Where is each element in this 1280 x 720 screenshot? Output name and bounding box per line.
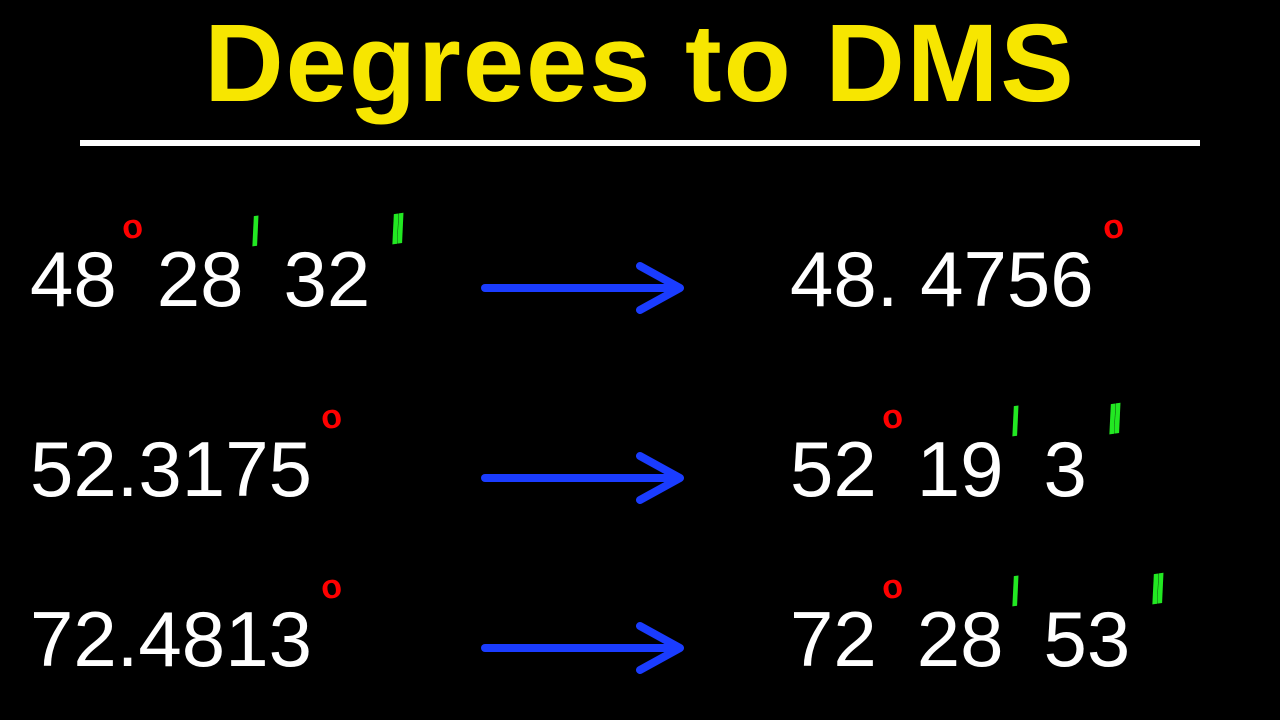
page-title: Degrees to DMS <box>0 0 1280 127</box>
degree-mark-icon: o <box>1101 209 1126 246</box>
degree-mark-icon: o <box>120 209 145 246</box>
number-value: 53 <box>1044 600 1131 678</box>
number-value: 72.4813 <box>30 600 312 678</box>
conversion-row: 72.4813o 72o28/53// <box>0 600 1280 720</box>
title-underline <box>80 140 1200 146</box>
right-value: 72o28/53// <box>790 600 1130 678</box>
second-mark-icon: // <box>1147 569 1163 610</box>
number-value: 3 <box>1044 430 1087 508</box>
degree-mark-icon: o <box>319 569 344 606</box>
conversion-row: 52.3175o 52o19/3// <box>0 430 1280 550</box>
degree-mark-icon: o <box>880 399 905 436</box>
left-value: 48o28/32// <box>30 240 370 318</box>
second-mark-icon: // <box>387 209 403 250</box>
degree-mark-icon: o <box>319 399 344 436</box>
arrow-icon <box>480 618 700 678</box>
number-value: 52.3175 <box>30 430 312 508</box>
number-value: 28 <box>917 600 1004 678</box>
number-value: 52 <box>790 430 877 508</box>
second-mark-icon: // <box>1104 399 1120 440</box>
left-value: 52.3175o <box>30 430 312 508</box>
conversion-row: 48o28/32// 48. 4756o <box>0 240 1280 360</box>
number-value: 32 <box>284 240 371 318</box>
minute-mark-icon: / <box>248 211 265 252</box>
minute-mark-icon: / <box>1008 571 1025 612</box>
number-value: 72 <box>790 600 877 678</box>
left-value: 72.4813o <box>30 600 312 678</box>
right-value: 52o19/3// <box>790 430 1087 508</box>
arrow-icon <box>480 448 700 508</box>
degree-mark-icon: o <box>880 569 905 606</box>
arrow-icon <box>480 258 700 318</box>
number-value: 48. 4756 <box>790 240 1094 318</box>
number-value: 19 <box>917 430 1004 508</box>
number-value: 48 <box>30 240 117 318</box>
number-value: 28 <box>157 240 244 318</box>
right-value: 48. 4756o <box>790 240 1094 318</box>
minute-mark-icon: / <box>1008 401 1025 442</box>
